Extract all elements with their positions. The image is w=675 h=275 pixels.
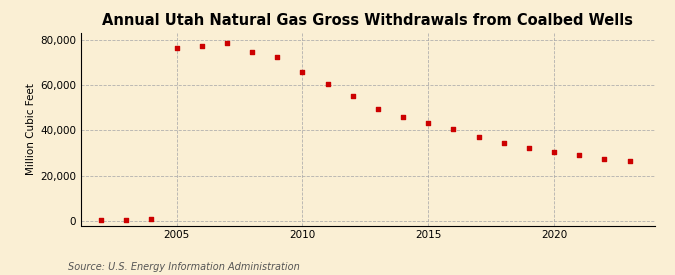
Point: [71, 218, 82, 223]
Point: [297, 70, 308, 74]
Point: [247, 50, 258, 54]
Point: [373, 107, 383, 111]
Point: [599, 157, 610, 162]
Text: Source: U.S. Energy Information Administration: Source: U.S. Energy Information Administ…: [68, 262, 299, 272]
Point: [448, 126, 459, 131]
Title: Annual Utah Natural Gas Gross Withdrawals from Coalbed Wells: Annual Utah Natural Gas Gross Withdrawal…: [103, 13, 633, 28]
Point: [121, 218, 132, 222]
Point: [322, 82, 333, 86]
Point: [171, 46, 182, 50]
Point: [96, 218, 107, 222]
Point: [574, 153, 585, 158]
Point: [549, 150, 560, 154]
Point: [473, 134, 484, 139]
Point: [146, 217, 157, 222]
Y-axis label: Million Cubic Feet: Million Cubic Feet: [26, 83, 36, 175]
Point: [624, 159, 635, 163]
Point: [196, 44, 207, 48]
Point: [272, 54, 283, 59]
Point: [221, 40, 232, 45]
Point: [423, 121, 433, 125]
Point: [398, 115, 408, 119]
Point: [498, 141, 509, 145]
Point: [348, 94, 358, 99]
Point: [524, 145, 535, 150]
